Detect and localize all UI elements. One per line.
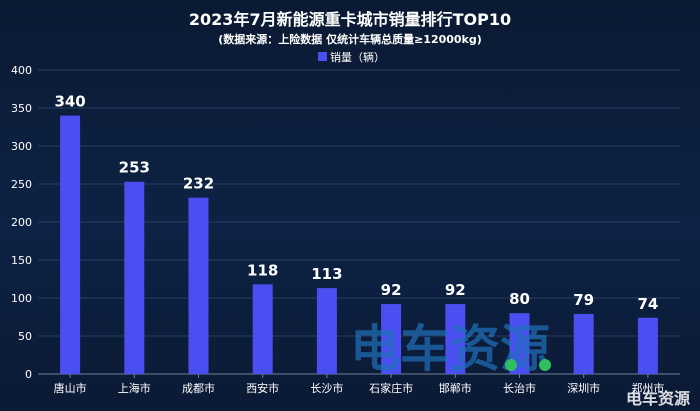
bar[interactable] xyxy=(573,313,594,374)
watermark-wheel-icon xyxy=(505,359,517,371)
y-tick-label: 200 xyxy=(11,216,32,229)
data-label: 118 xyxy=(247,261,278,279)
y-tick-label: 100 xyxy=(11,292,32,305)
x-tick-label: 邯郸市 xyxy=(439,381,472,395)
x-tick-label: 深圳市 xyxy=(567,381,600,395)
data-label: 340 xyxy=(54,93,85,111)
bar[interactable] xyxy=(188,197,209,374)
watermark-corner-text: 电车资源 xyxy=(626,389,690,408)
legend-label: 销量（辆） xyxy=(330,50,385,64)
data-label: 80 xyxy=(509,290,530,308)
x-tick-label: 长治市 xyxy=(503,381,536,395)
data-label: 92 xyxy=(445,281,466,299)
bars xyxy=(60,115,658,374)
x-tick-label: 石家庄市 xyxy=(369,381,413,395)
data-label: 113 xyxy=(311,265,342,283)
bar[interactable] xyxy=(381,304,402,374)
watermark: 电车资源 电车资源 xyxy=(350,320,690,408)
x-tick-label: 西安市 xyxy=(246,381,279,395)
y-tick-label: 0 xyxy=(25,368,32,381)
y-tick-label: 250 xyxy=(11,178,32,191)
y-tick-label: 150 xyxy=(11,254,32,267)
data-label: 92 xyxy=(381,281,402,299)
watermark-text: 电车资源 xyxy=(350,320,550,378)
x-tick-label: 上海市 xyxy=(118,381,151,395)
y-axis: 0 50 100 150 200 250 300 350 400 xyxy=(11,64,32,381)
watermark-wheel-icon xyxy=(539,359,551,371)
data-label: 232 xyxy=(183,175,214,193)
bar[interactable] xyxy=(637,317,658,374)
y-tick-label: 50 xyxy=(18,330,32,343)
data-label: 74 xyxy=(637,295,658,313)
legend-swatch xyxy=(318,52,327,61)
data-labels: 340 253 232 118 113 92 92 80 79 74 xyxy=(54,93,658,313)
bar[interactable] xyxy=(316,288,337,374)
y-tick-label: 350 xyxy=(11,102,32,115)
x-tick-label: 唐山市 xyxy=(54,381,87,395)
bar[interactable] xyxy=(60,115,81,374)
y-tick-label: 400 xyxy=(11,64,32,77)
y-tick-label: 300 xyxy=(11,140,32,153)
bar[interactable] xyxy=(124,181,145,374)
chart-title: 2023年7月新能源重卡城市销量排行TOP10 xyxy=(189,10,511,29)
data-label: 79 xyxy=(573,291,594,309)
x-tick-label: 成都市 xyxy=(182,381,215,395)
data-label: 253 xyxy=(119,159,150,177)
legend[interactable]: 销量（辆） xyxy=(318,50,385,64)
x-axis: 唐山市 上海市 成都市 西安市 长沙市 石家庄市 邯郸市 长治市 深圳市 郑州市 xyxy=(54,374,664,395)
bar[interactable] xyxy=(445,304,466,374)
bar[interactable] xyxy=(509,313,530,374)
bar[interactable] xyxy=(252,284,273,374)
chart-subtitle: (数据来源：上险数据 仅统计车辆总质量≥12000kg) xyxy=(218,32,482,46)
x-tick-label: 长沙市 xyxy=(310,381,343,395)
grid xyxy=(38,69,680,337)
x-tick-label: 郑州市 xyxy=(631,381,664,395)
